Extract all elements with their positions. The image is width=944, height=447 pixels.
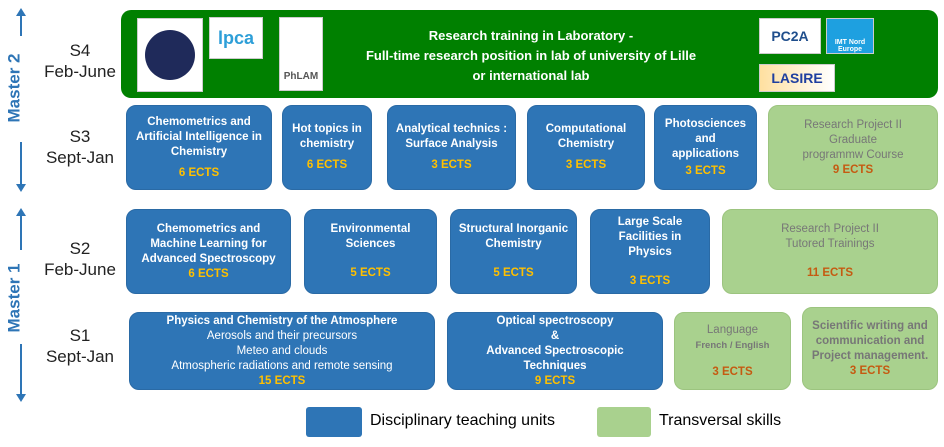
s3-unit-photosciences: Photosciences and applications 3 ECTS bbox=[654, 105, 757, 190]
ects: 5 ECTS bbox=[350, 267, 391, 279]
semester-period: Feb-June bbox=[44, 260, 116, 279]
semester-s2: S2 Feb-June bbox=[40, 238, 120, 280]
axis-line bbox=[20, 214, 22, 250]
unit-title: Computational Chemistry bbox=[545, 123, 627, 150]
ects: 5 ECTS bbox=[493, 267, 534, 279]
semester-s3: S3 Sept-Jan bbox=[40, 126, 120, 168]
unit-line: & bbox=[550, 329, 560, 342]
arrow-down-icon bbox=[16, 184, 26, 192]
s4-line: or international lab bbox=[472, 68, 590, 83]
level-master2: Master 2 bbox=[4, 53, 24, 123]
unit-title: Chemometrics and Artificial Intelligence… bbox=[136, 115, 262, 158]
ects: 3 ECTS bbox=[685, 164, 726, 177]
unit-title: Optical spectroscopy bbox=[496, 314, 614, 327]
loa-logo bbox=[137, 18, 203, 92]
ects: 3 ECTS bbox=[431, 159, 472, 171]
semester-s1: S1 Sept-Jan bbox=[40, 325, 120, 367]
ects: 3 ECTS bbox=[712, 365, 753, 378]
s3-unit-chemometrics-ai: Chemometrics and Artificial Intelligence… bbox=[126, 105, 272, 190]
legend-swatch-disciplinary bbox=[306, 407, 362, 437]
unit-line: Advanced Spectroscopic Techniques bbox=[486, 344, 624, 372]
s1-unit-language: Language French / English 3 ECTS bbox=[674, 312, 791, 390]
semester-period: Sept-Jan bbox=[45, 347, 115, 366]
unit-title: Physics and Chemistry of the Atmosphere bbox=[166, 314, 398, 327]
ects: 9 ECTS bbox=[534, 374, 576, 387]
s1-unit-atmosphere: Physics and Chemistry of the Atmosphere A… bbox=[129, 312, 435, 390]
semester-name: S3 bbox=[69, 127, 91, 146]
unit-subtitle: Graduate programmw Course bbox=[802, 133, 904, 161]
ects: 3 ECTS bbox=[565, 159, 607, 171]
axis-line bbox=[20, 344, 22, 394]
semester-name: S4 bbox=[69, 41, 91, 60]
unit-title: Structural Inorganic Chemistry bbox=[458, 223, 569, 250]
arrow-up-icon bbox=[16, 208, 26, 216]
semester-period: Feb-June bbox=[44, 62, 116, 81]
ects: 9 ECTS bbox=[832, 163, 874, 176]
ects: 6 ECTS bbox=[178, 166, 220, 179]
legend-swatch-transversal bbox=[597, 407, 651, 437]
s2-unit-chemometrics-ml: Chemometrics and Machine Learning for Ad… bbox=[126, 209, 291, 294]
axis-line bbox=[20, 142, 22, 184]
unit-title: Large Scale Facilities in Physics bbox=[617, 215, 683, 258]
lpca-logo: lpca bbox=[209, 17, 263, 59]
s4-line: Research training in Laboratory - bbox=[428, 28, 634, 43]
s1-unit-scientific-writing: Scientific writing and communication and… bbox=[802, 307, 938, 390]
lasire-logo: LASIRE bbox=[759, 64, 835, 92]
s4-research-banner: Research training in Laboratory - Full-t… bbox=[121, 10, 938, 98]
imt-logo: IMT Nord Europe bbox=[826, 18, 874, 54]
s3-unit-hot-topics: Hot topics in chemistry 6 ECTS bbox=[282, 105, 372, 190]
s4-description: Research training in Laboratory - Full-t… bbox=[321, 26, 741, 86]
ects: 3 ECTS bbox=[849, 364, 891, 377]
ects: 11 ECTS bbox=[806, 267, 854, 279]
unit-subtitle: Tutored Trainings bbox=[785, 238, 875, 250]
unit-title: Chemometrics and Machine Learning for Ad… bbox=[141, 222, 276, 265]
ects: 3 ECTS bbox=[629, 274, 671, 287]
unit-title: Research Project II bbox=[781, 223, 879, 235]
axis-line bbox=[20, 14, 22, 36]
s3-unit-computational-chemistry: Computational Chemistry 3 ECTS bbox=[527, 105, 645, 190]
semester-name: S2 bbox=[69, 239, 91, 258]
s2-unit-research-project: Research Project II Tutored Trainings 11 E… bbox=[722, 209, 938, 294]
level-master1: Master 1 bbox=[4, 263, 24, 333]
unit-subtitle: French / English bbox=[695, 339, 770, 351]
ects: 6 ECTS bbox=[306, 159, 348, 171]
unit-line: Meteo and clouds bbox=[236, 344, 328, 357]
ects: 15 ECTS bbox=[258, 374, 306, 387]
semester-period: Sept-Jan bbox=[45, 148, 115, 167]
s1-unit-optical-spectroscopy: Optical spectroscopy & Advanced Spectrosco… bbox=[447, 312, 663, 390]
unit-title: Photosciences and applications bbox=[664, 117, 747, 160]
s2-unit-large-scale: Large Scale Facilities in Physics 3 ECTS bbox=[590, 209, 710, 294]
pc2a-logo: PC2A bbox=[759, 18, 821, 54]
legend-label-disciplinary: Disciplinary teaching units bbox=[370, 412, 555, 429]
unit-line: Atmospheric radiations and remote sensin… bbox=[171, 359, 393, 372]
s3-unit-research-project: Research Project II Graduate programmw Co… bbox=[768, 105, 938, 190]
ects: 6 ECTS bbox=[188, 267, 229, 280]
s3-unit-surface-analysis: Analytical technics : Surface Analysis 3 … bbox=[387, 105, 516, 190]
arrow-up-icon bbox=[16, 8, 26, 16]
unit-title: Hot topics in chemistry bbox=[292, 123, 362, 150]
unit-title: Analytical technics : Surface Analysis bbox=[395, 123, 508, 150]
unit-title: Scientific writing and communication and… bbox=[811, 319, 929, 362]
s2-unit-environmental: Environmental Sciences 5 ECTS bbox=[304, 209, 437, 294]
s4-line: Full-time research position in lab of un… bbox=[365, 48, 697, 63]
unit-title: Research Project II bbox=[804, 118, 902, 131]
phlam-logo: PhLAM bbox=[279, 17, 323, 91]
unit-title: Language bbox=[706, 323, 759, 336]
s2-unit-structural-inorganic: Structural Inorganic Chemistry 5 ECTS bbox=[450, 209, 577, 294]
semester-s4: S4 Feb-June bbox=[40, 40, 120, 82]
semester-name: S1 bbox=[69, 326, 91, 345]
legend-label-transversal: Transversal skills bbox=[659, 412, 782, 429]
unit-title: Environmental Sciences bbox=[330, 223, 411, 250]
arrow-down-icon bbox=[16, 394, 26, 402]
unit-line: Aerosols and their precursors bbox=[206, 329, 358, 342]
